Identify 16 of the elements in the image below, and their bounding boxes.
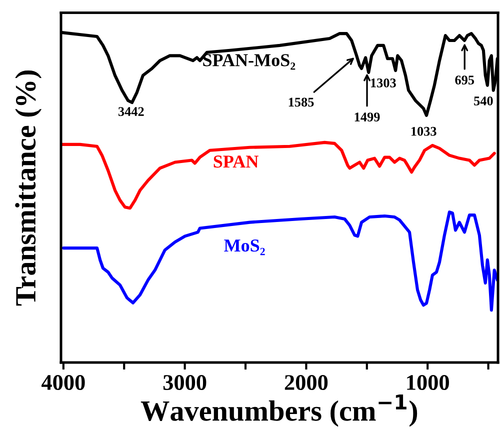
annotation: 1499: [354, 112, 380, 122]
annotation: 540: [474, 96, 493, 106]
x-tick-label: 3000: [163, 375, 206, 390]
x-tick-label: 4000: [42, 375, 85, 390]
annotation: 1033: [411, 126, 436, 136]
series-label: SPAN-MoS₂: [203, 54, 296, 70]
annotation: 695: [455, 76, 474, 84]
y-axis-title: Transmittance (%): [15, 70, 42, 306]
annotation: 3442: [118, 107, 144, 116]
x-tick-label: 1000: [407, 375, 449, 390]
series-label: MoS₂: [224, 240, 265, 256]
annotation: 1585: [288, 98, 314, 107]
series-label: SPAN: [214, 156, 258, 168]
x-axis-title: Wavenumbers (cm$^{−1}$): [140, 394, 418, 427]
annotation: 1303: [371, 78, 396, 88]
x-tick-label: 2000: [284, 375, 328, 390]
